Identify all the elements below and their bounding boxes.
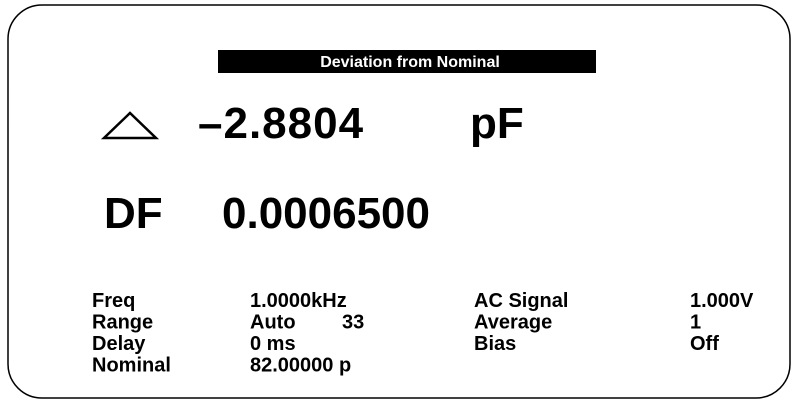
df-value: 0.0006500: [222, 189, 430, 238]
df-label: DF: [104, 189, 163, 238]
param-label: AC Signal: [474, 290, 568, 312]
delta-symbol: [100, 111, 160, 140]
param-extra: 33: [342, 312, 364, 334]
param-label: Bias: [474, 333, 516, 355]
header-bar: [218, 50, 596, 73]
param-value: 82.00000 p: [250, 355, 351, 377]
param-label: Average: [474, 312, 552, 334]
param-value: 1.000V: [690, 290, 754, 312]
param-label: Nominal: [92, 355, 171, 377]
measurement-value: –2.8804: [198, 99, 364, 148]
param-value: Off: [690, 333, 719, 355]
display-frame: [7, 4, 791, 399]
param-value: 0 ms: [250, 333, 296, 355]
param-label: Range: [92, 312, 153, 334]
measurement-unit: pF: [470, 99, 524, 148]
param-label: Freq: [92, 290, 135, 312]
param-value: Auto: [250, 312, 296, 334]
parameters: Freq 1.0000kHz Range Auto 33 Delay 0 ms Nominal…: [92, 290, 754, 377]
param-label: Delay: [92, 333, 146, 355]
header-title: Deviation from Nominal: [320, 54, 500, 71]
param-value: 1: [690, 312, 701, 334]
param-value: 1.0000kHz: [250, 290, 347, 312]
